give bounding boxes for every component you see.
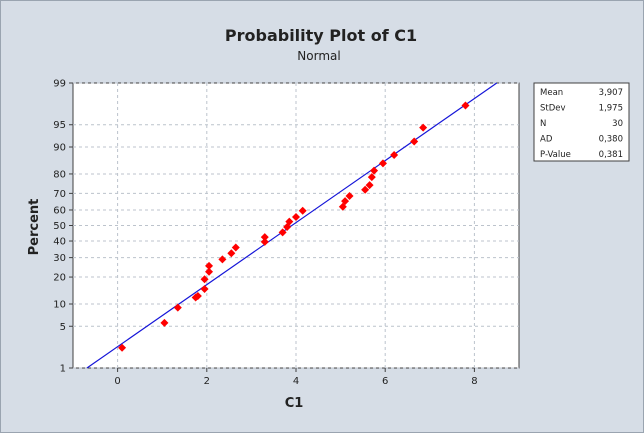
data-point: [390, 151, 399, 160]
x-axis-title: C1: [285, 396, 304, 411]
data-point: [200, 275, 209, 284]
y-tick-label: 40: [53, 237, 66, 248]
y-tick-label: 1: [60, 364, 66, 375]
data-point: [345, 191, 354, 200]
data-point: [260, 237, 269, 246]
stats-label: StDev: [540, 104, 566, 114]
data-point: [227, 249, 236, 258]
data-point: [260, 233, 269, 242]
y-tick-label: 80: [53, 169, 66, 180]
stats-box-border: [533, 82, 630, 162]
data-point: [285, 217, 294, 226]
data-point: [173, 303, 182, 312]
y-tick-label: 10: [53, 300, 66, 311]
y-tick-label: 95: [53, 120, 66, 131]
stats-label: Mean: [540, 88, 563, 98]
stats-value: 3,907: [599, 88, 623, 98]
stats-label: P-Value: [540, 150, 571, 160]
y-tick-label: 60: [53, 205, 66, 216]
x-tick-label: 2: [204, 376, 210, 387]
data-point: [231, 243, 240, 252]
y-axis-title: Percent: [27, 199, 42, 256]
axis-ticks: 0 2 4 6 8 1 5 10 20 30 40 50 60 70 80 90 95 99: [53, 79, 477, 388]
y-tick-label: 90: [53, 142, 66, 153]
fit-line: [86, 82, 498, 369]
data-point: [410, 137, 419, 146]
y-tick-label: 99: [53, 79, 66, 90]
chart-title: Probability Plot of C1: [225, 26, 417, 45]
data-point: [370, 166, 379, 175]
stats-box: Mean 3,907 StDev 1,975 N 30 AD 0,380 P-Value 0,38…: [533, 82, 630, 162]
data-point: [378, 159, 387, 168]
x-tick-label: 4: [293, 376, 299, 387]
data-points: [118, 101, 470, 352]
data-point: [118, 343, 127, 352]
data-point: [361, 185, 370, 194]
data-point: [461, 101, 470, 110]
data-point: [218, 255, 227, 264]
y-tick-label: 5: [60, 322, 66, 333]
data-point: [365, 181, 374, 190]
x-tick-label: 8: [471, 376, 477, 387]
data-point: [160, 318, 169, 327]
data-point: [341, 197, 350, 206]
data-point: [278, 228, 287, 237]
data-point: [298, 206, 307, 215]
stats-label: N: [540, 119, 546, 129]
data-point: [205, 267, 214, 276]
stats-value: 30: [612, 119, 623, 129]
x-tick-label: 0: [114, 376, 120, 387]
y-tick-label: 50: [53, 221, 66, 232]
fit-line-layer: [86, 82, 498, 369]
y-tick-label: 20: [53, 273, 66, 284]
y-tick-label: 30: [53, 253, 66, 264]
data-point: [200, 284, 209, 293]
stats-value: 0,381: [599, 150, 623, 160]
stats-value: 0,380: [599, 135, 623, 145]
x-tick-label: 6: [382, 376, 388, 387]
chart-subtitle: Normal: [297, 49, 340, 63]
stats-value: 1,975: [599, 104, 623, 114]
data-point: [193, 291, 202, 300]
y-tick-label: 70: [53, 189, 66, 200]
stats-label: AD: [540, 135, 553, 145]
data-point: [367, 173, 376, 182]
data-point: [292, 213, 300, 222]
data-point: [419, 123, 428, 132]
data-point: [205, 261, 214, 270]
